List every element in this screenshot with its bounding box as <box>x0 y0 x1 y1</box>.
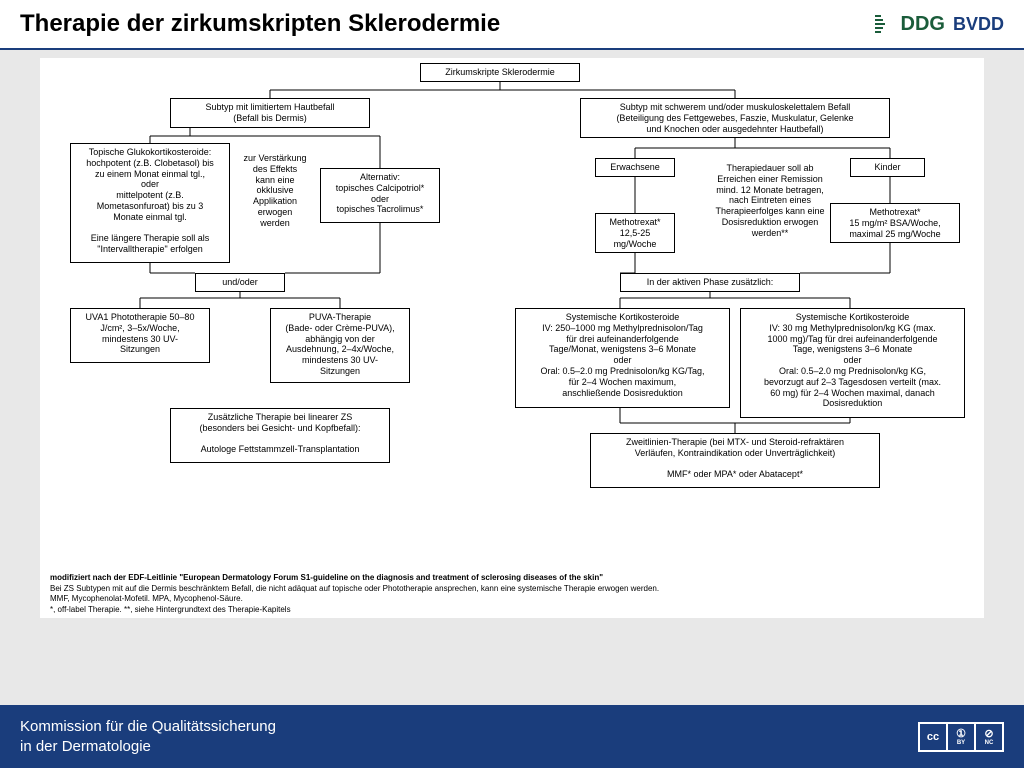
node-andor: und/oder <box>195 273 285 292</box>
footnote-3: MMF, Mycophenolat-Mofetil. MPA, Mycophen… <box>50 594 974 604</box>
footnotes: modifiziert nach der EDF-Leitlinie "Euro… <box>50 573 974 615</box>
flowchart: Zirkumskripte Sklerodermie Subtyp mit li… <box>40 58 984 618</box>
note-occlusive: zur Verstärkung des Effekts kann eine ok… <box>235 153 315 243</box>
node-root: Zirkumskripte Sklerodermie <box>420 63 580 82</box>
nc-icon: ⊘NC <box>975 723 1003 751</box>
footnote-2: Bei ZS Subtypen mit auf die Dermis besch… <box>50 584 974 594</box>
node-mtx-child: Methotrexat* 15 mg/m² BSA/Woche, maximal… <box>830 203 960 243</box>
footer: Kommission für die Qualitätssicherung in… <box>0 705 1024 768</box>
note-duration: Therapiedauer soll ab Erreichen einer Re… <box>700 163 840 253</box>
node-topical: Topische Glukokortikosteroide: hochpoten… <box>70 143 230 263</box>
node-adults: Erwachsene <box>595 158 675 177</box>
cc-icon: cc <box>919 723 947 751</box>
node-uva1: UVA1 Phototherapie 50–80 J/cm², 3–5x/Woc… <box>70 308 210 363</box>
cc-badge: cc ①BY ⊘NC <box>918 722 1004 752</box>
node-active: In der aktiven Phase zusätzlich: <box>620 273 800 292</box>
node-puva: PUVA-Therapie (Bade- oder Crème-PUVA), a… <box>270 308 410 383</box>
node-alternative: Alternativ: topisches Calcipotriol* oder… <box>320 168 440 223</box>
logo-bvd: BVDD <box>953 14 1004 35</box>
node-secondline: Zweitlinien-Therapie (bei MTX- und Stero… <box>590 433 880 488</box>
node-cortico-child: Systemische Kortikosteroide IV: 30 mg Me… <box>740 308 965 418</box>
node-children: Kinder <box>850 158 925 177</box>
footnote-4: *, off-label Therapie. **, siehe Hinterg… <box>50 605 974 615</box>
footer-text: Kommission für die Qualitätssicherung in… <box>20 717 276 756</box>
node-sub1: Subtyp mit limitiertem Hautbefall (Befal… <box>170 98 370 128</box>
node-cortico-adult: Systemische Kortikosteroide IV: 250–1000… <box>515 308 730 408</box>
by-icon: ①BY <box>947 723 975 751</box>
logo-ddg: DDG <box>873 13 945 36</box>
logos: DDG BVDD <box>873 13 1004 36</box>
node-sub2: Subtyp mit schwerem und/oder muskuloskel… <box>580 98 890 138</box>
header: Therapie der zirkumskripten Sklerodermie… <box>0 0 1024 50</box>
node-mtx-adult: Methotrexat* 12,5-25 mg/Woche <box>595 213 675 253</box>
footnote-1: modifiziert nach der EDF-Leitlinie "Euro… <box>50 573 974 583</box>
page-title: Therapie der zirkumskripten Sklerodermie <box>20 10 500 38</box>
node-additional: Zusätzliche Therapie bei linearer ZS (be… <box>170 408 390 463</box>
